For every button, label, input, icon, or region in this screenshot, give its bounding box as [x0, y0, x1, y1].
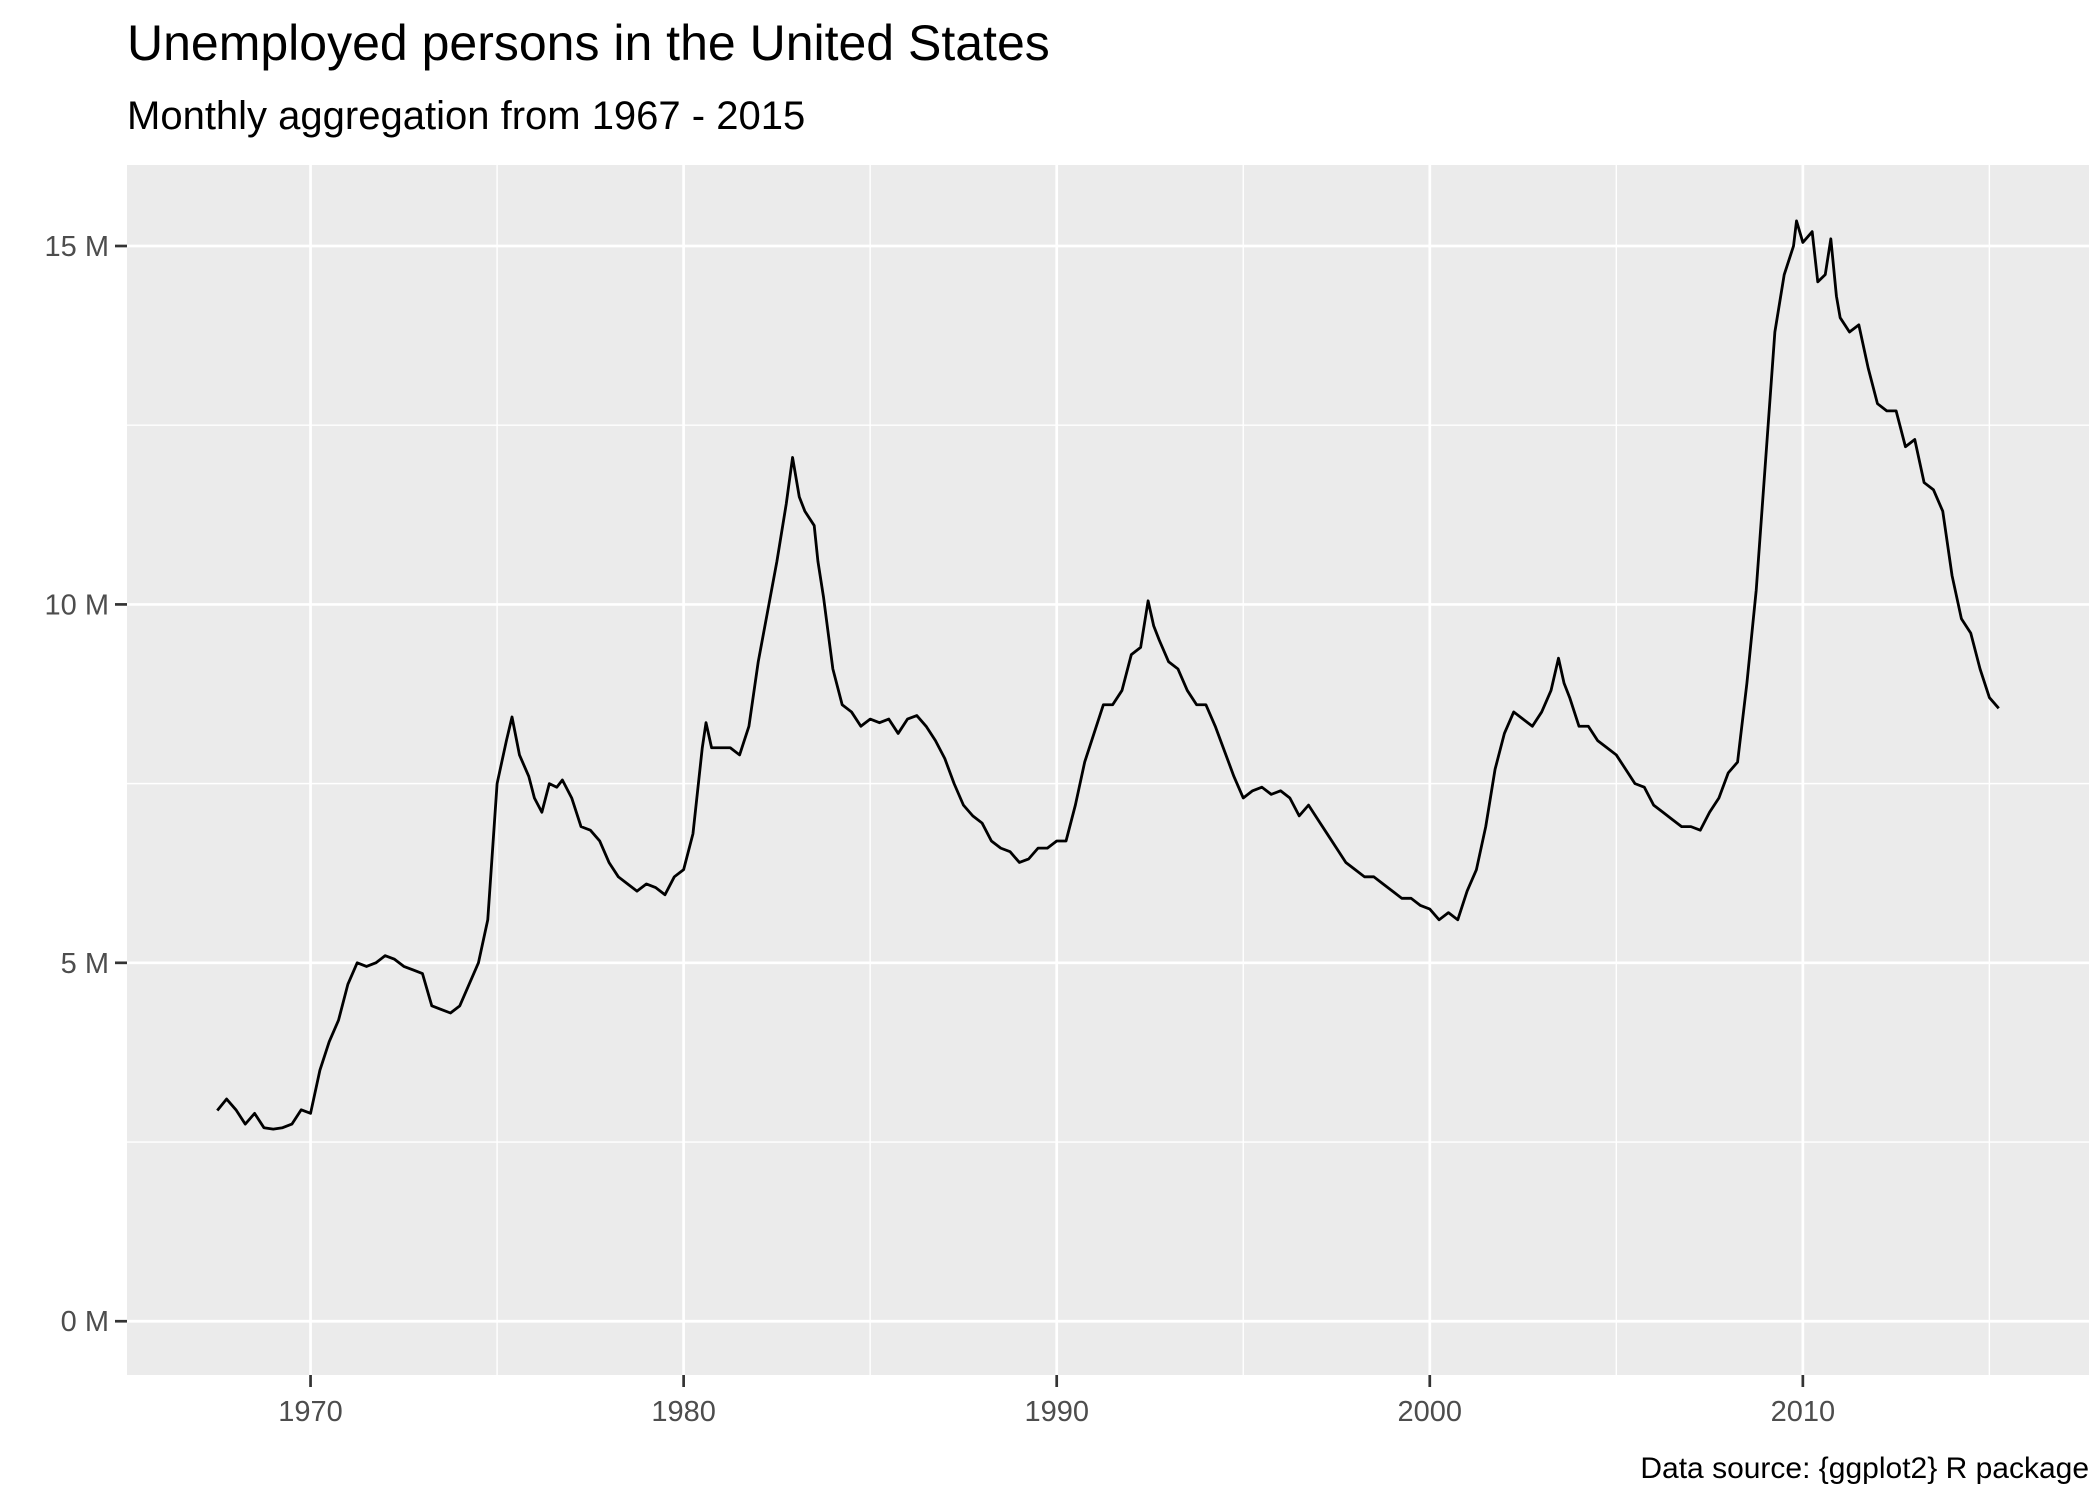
- chart-title: Unemployed persons in the United States: [127, 15, 1050, 71]
- y-tick-label: 5 M: [61, 948, 109, 980]
- plot-panel: [127, 165, 2089, 1375]
- x-tick-label: 2000: [1398, 1396, 1463, 1428]
- y-tick-label: 15 M: [45, 231, 109, 263]
- caption: Data source: {ggplot2} R package: [1640, 1452, 2089, 1485]
- x-tick-label: 2010: [1771, 1396, 1836, 1428]
- x-tick-label: 1970: [278, 1396, 343, 1428]
- y-tick-label: 0 M: [61, 1306, 109, 1338]
- data-line: [216, 219, 2000, 1131]
- x-tick-label: 1980: [651, 1396, 716, 1428]
- x-tick-label: 1990: [1024, 1396, 1089, 1428]
- chart-subtitle: Monthly aggregation from 1967 - 2015: [127, 94, 805, 138]
- y-tick-label: 10 M: [45, 589, 109, 621]
